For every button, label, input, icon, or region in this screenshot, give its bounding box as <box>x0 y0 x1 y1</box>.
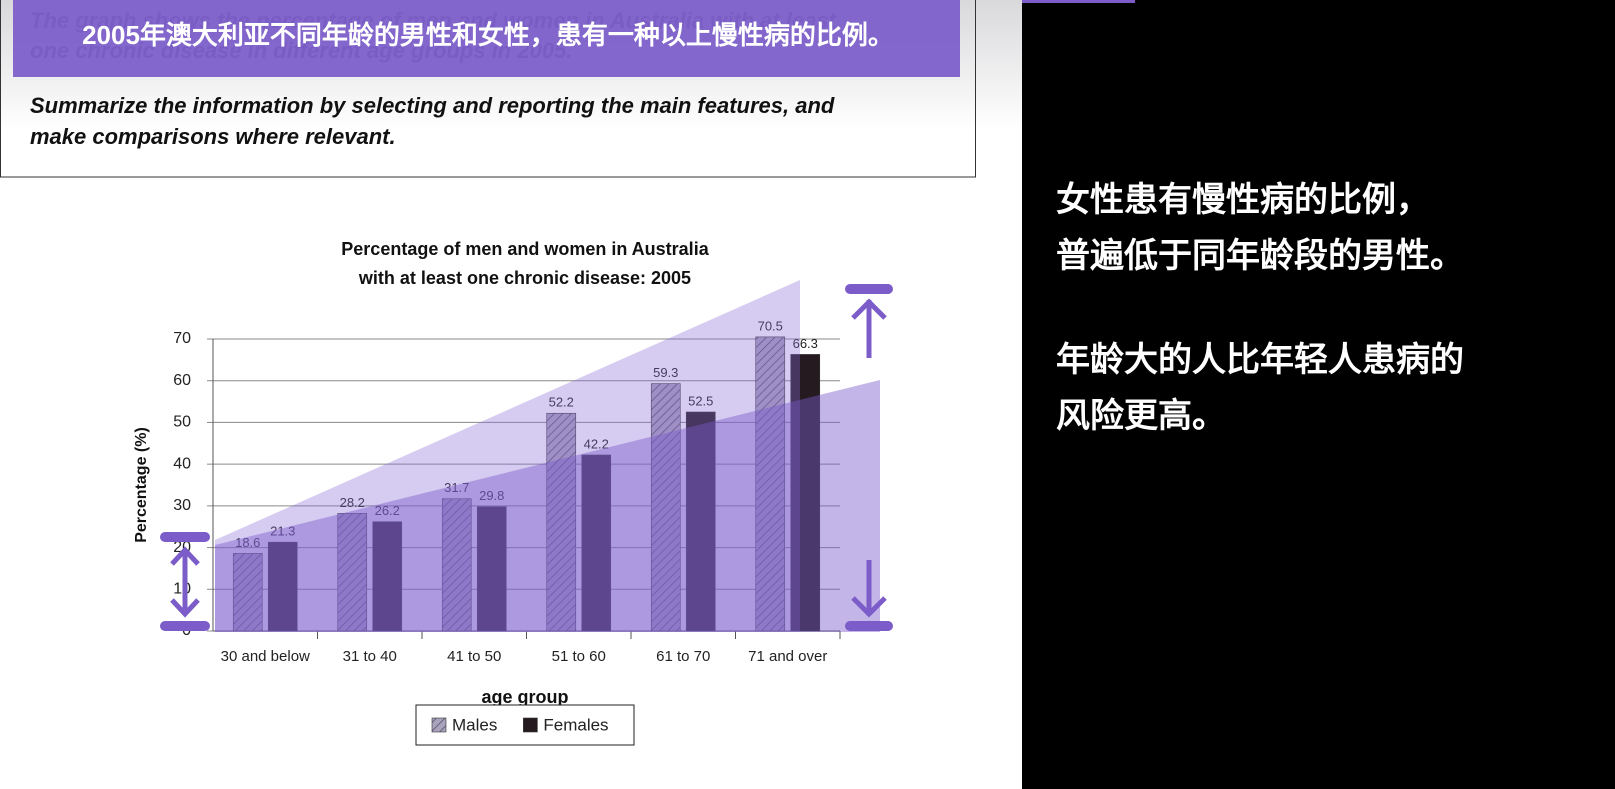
arrow-up <box>851 298 887 358</box>
bar-hatch <box>442 498 472 631</box>
bar-hatch <box>755 336 785 631</box>
value-label: 18.6 <box>235 535 260 550</box>
legend-label: Males <box>452 715 497 734</box>
x-tick-label: 30 and below <box>221 648 310 665</box>
bar-hatch <box>233 553 263 631</box>
y-tick-label: 10 <box>173 581 191 598</box>
highlight-wedge <box>215 380 880 632</box>
bar-hatch <box>651 383 681 631</box>
chart-title: with at least one chronic disease: 2005 <box>358 268 691 288</box>
bar-hatch <box>546 413 576 631</box>
arrow-down <box>851 560 887 618</box>
value-label: 26.2 <box>375 503 400 518</box>
value-label: 52.5 <box>688 393 713 408</box>
legend-label: Females <box>543 715 608 734</box>
bar <box>476 506 507 632</box>
y-tick-label: 50 <box>173 414 191 431</box>
bracket <box>845 284 893 294</box>
value-label: 59.3 <box>653 365 678 380</box>
bar <box>267 541 298 632</box>
note: 风险更高。 <box>1056 396 1226 435</box>
task: Summarize the information by selecting a… <box>30 93 835 118</box>
value-label: 42.2 <box>584 436 609 451</box>
progress-bar <box>1022 0 1135 3</box>
y-tick-label: 60 <box>173 372 191 389</box>
arrow <box>170 546 200 618</box>
note: 普遍低于同年龄段的男性。 <box>1056 236 1464 275</box>
bar <box>372 521 403 632</box>
note: 女性患有慢性病的比例， <box>1056 180 1430 219</box>
value-label: 21.3 <box>270 524 295 539</box>
banner-text: 2005年澳大利亚不同年龄的男性和女性，患有一种以上慢性病的比例。 <box>82 20 894 50</box>
value-label: 28.2 <box>340 495 365 510</box>
overlay <box>160 280 893 632</box>
bar <box>685 411 716 632</box>
bracket <box>160 621 210 631</box>
x-tick-label: 61 to 70 <box>656 648 710 665</box>
note: 年龄大的人比年轻人患病的 <box>1056 341 1464 379</box>
y-axis-label: Percentage (%) <box>133 427 150 543</box>
y-tick-label: 40 <box>173 455 191 472</box>
x-axis-label: age group <box>481 687 568 707</box>
y-tick-label: 30 <box>173 497 191 514</box>
x-tick-label: 71 and over <box>748 648 827 665</box>
banner <box>13 0 960 77</box>
legend-hatch <box>432 718 446 732</box>
legend-swatch <box>523 717 538 733</box>
chart-title: Percentage of men and women in Australia <box>341 239 709 259</box>
value-label: 29.8 <box>479 488 504 503</box>
x-tick-label: 51 to 60 <box>552 648 606 665</box>
y-tick-label: 70 <box>173 330 191 347</box>
x-tick-label: 31 to 40 <box>343 648 397 665</box>
bar-hatch <box>337 513 367 631</box>
bar <box>790 354 821 632</box>
bracket <box>845 621 893 631</box>
value-label: 66.3 <box>793 336 818 351</box>
prompt-box <box>0 0 976 178</box>
value-label: 31.7 <box>444 480 469 495</box>
value-label: 70.5 <box>758 318 783 333</box>
task: make comparisons where relevant. <box>30 124 396 149</box>
value-label: 52.2 <box>549 395 574 410</box>
right-panel <box>1022 0 1615 789</box>
highlight-wedge <box>215 280 800 632</box>
bar <box>581 454 612 632</box>
left-panel <box>0 0 1022 789</box>
bracket <box>160 532 210 542</box>
x-tick-label: 41 to 50 <box>447 648 501 665</box>
